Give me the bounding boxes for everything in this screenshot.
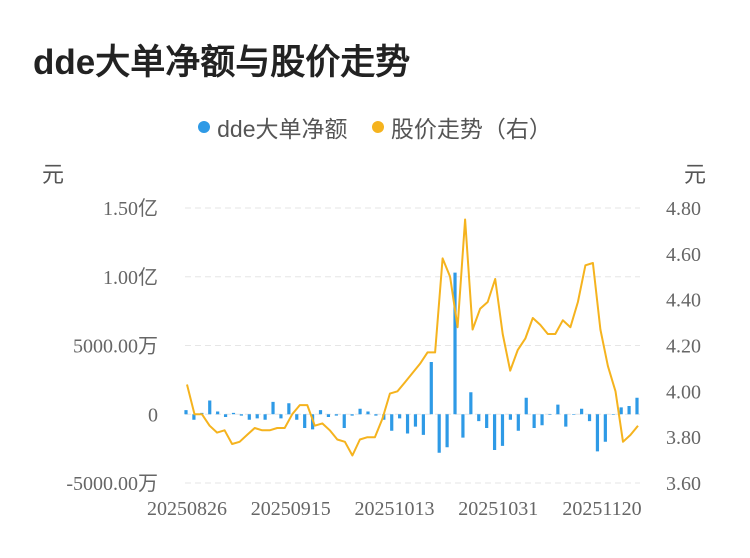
legend-item-dde[interactable]: dde大单净额 [198, 110, 347, 144]
dde-bar [405, 414, 410, 434]
legend-label-price: 股价走势（右） [390, 116, 552, 142]
dde-bar [532, 414, 536, 428]
dde-bar [239, 414, 243, 416]
dde-bar [477, 414, 481, 422]
dde-bar [303, 414, 307, 428]
dde-bar [216, 411, 220, 415]
dde-bar [374, 414, 378, 416]
dde-bar [469, 392, 473, 415]
dde-bar [366, 411, 370, 415]
legend: dde大单净额 股价走势（右） [0, 110, 750, 144]
left-axis-unit: 元 [42, 162, 65, 187]
dde-bar [342, 414, 346, 428]
legend-dot-dde [198, 121, 211, 133]
dde-bar [627, 406, 631, 415]
legend-dot-price [371, 121, 384, 133]
dde-bar [603, 414, 607, 442]
dde-bar [611, 414, 615, 415]
x-axis-tick-label: 20251013 [355, 498, 435, 520]
dde-bar [231, 412, 236, 415]
dde-bar [429, 362, 433, 415]
right-axis-tick-label: 4.80 [666, 198, 701, 220]
legend-item-price[interactable]: 股价走势（右） [371, 110, 552, 144]
dde-bar [453, 272, 457, 415]
x-axis-tick-label: 20251120 [562, 498, 641, 520]
dde-bar [548, 414, 552, 415]
dde-bar [334, 414, 338, 416]
dde-bar [461, 414, 465, 438]
dde-bar [500, 414, 505, 446]
right-axis-tick-label: 4.40 [666, 290, 701, 312]
dde-bar [255, 414, 259, 419]
dde-bar [556, 404, 560, 415]
dde-bar [223, 414, 228, 417]
dde-bar [508, 414, 513, 420]
left-axis-tick-label: 5000.00万 [73, 336, 158, 358]
legend-label-dde: dde大单净额 [217, 116, 348, 142]
dde-bar [247, 414, 251, 420]
left-axis-tick-label: 0 [148, 404, 158, 426]
dde-bar [580, 408, 584, 415]
dde-bar [421, 414, 425, 435]
dde-bar [358, 408, 362, 415]
dde-bar [295, 414, 299, 420]
dde-bar [516, 414, 520, 431]
dde-bar [192, 414, 196, 420]
left-axis-tick-label: -5000.00万 [66, 473, 158, 495]
dde-bar [208, 400, 212, 415]
dde-bar [587, 414, 592, 422]
dde-bar [437, 414, 441, 453]
dde-bar [271, 401, 275, 415]
dde-bar [635, 397, 639, 415]
dde-bar [492, 414, 497, 450]
x-axis-tick-label: 20251031 [458, 498, 538, 520]
dde-bar [524, 397, 528, 415]
dde-bar [263, 414, 267, 420]
dde-bar [445, 414, 449, 448]
dde-bar [350, 414, 354, 416]
dde-bar [326, 414, 331, 417]
right-axis-tick-label: 3.60 [666, 473, 701, 495]
x-axis-tick-label: 20250826 [147, 498, 227, 520]
dde-bar [485, 414, 489, 428]
right-axis-unit: 元 [684, 162, 707, 187]
dde-bar [279, 414, 283, 419]
dde-bar [564, 414, 568, 427]
dde-bar [287, 403, 291, 415]
dde-bar [595, 414, 600, 452]
left-axis-tick-label: 1.50亿 [103, 197, 158, 220]
dde-bar [398, 414, 402, 419]
right-axis-tick-label: 3.80 [666, 427, 701, 449]
right-axis-tick-label: 4.60 [666, 244, 701, 266]
dde-bar [413, 414, 418, 427]
dde-bar [619, 407, 623, 415]
price-line [186, 218, 639, 457]
x-axis-tick-label: 20250915 [251, 498, 331, 520]
chart-title: dde大单净额与股价走势 [33, 43, 411, 82]
left-axis-tick-label: 1.00亿 [103, 266, 158, 289]
dde-bar [572, 414, 576, 415]
right-axis-tick-label: 4.20 [666, 336, 701, 358]
dde-bar [184, 410, 188, 415]
right-axis-tick-label: 4.00 [666, 381, 701, 403]
dde-bar [540, 414, 544, 426]
dde-bar [318, 410, 323, 415]
dde-bar [390, 414, 394, 431]
